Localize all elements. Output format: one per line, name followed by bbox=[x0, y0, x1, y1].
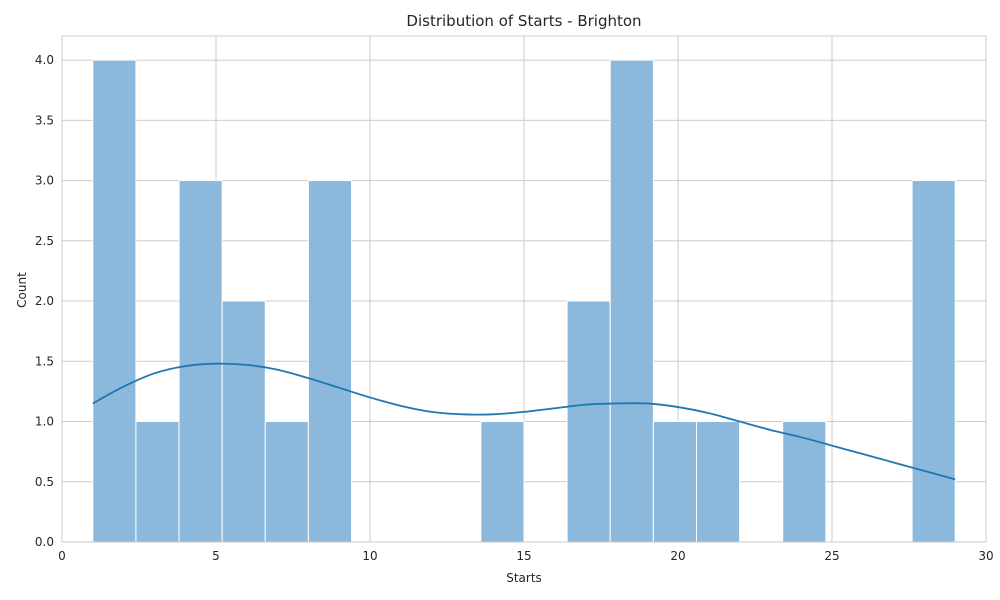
histogram-bar bbox=[178, 180, 223, 543]
x-tick-label: 10 bbox=[362, 549, 377, 563]
y-axis-label: Count bbox=[15, 272, 29, 308]
y-tick-label: 2.0 bbox=[35, 294, 54, 308]
histogram-bar bbox=[480, 421, 525, 543]
x-tick-label: 0 bbox=[58, 549, 66, 563]
histogram-bar bbox=[782, 421, 827, 543]
y-tick-label: 0.0 bbox=[35, 535, 54, 549]
x-tick-label: 15 bbox=[516, 549, 531, 563]
y-tick-label: 3.5 bbox=[35, 113, 54, 127]
y-tick-label: 1.0 bbox=[35, 415, 54, 429]
kde-curve bbox=[92, 362, 956, 481]
histogram-bar bbox=[652, 421, 697, 543]
y-tick-label: 3.0 bbox=[35, 174, 54, 188]
y-tick-label: 2.5 bbox=[35, 234, 54, 248]
histogram-bar bbox=[566, 300, 611, 543]
y-tick-labels: 0.0 0.5 1.0 1.5 2.0 2.5 3.0 3.5 4.0 bbox=[35, 53, 54, 549]
bars bbox=[92, 59, 956, 543]
histogram-bar bbox=[135, 421, 180, 543]
y-tick-label: 4.0 bbox=[35, 53, 54, 67]
plot-frame bbox=[61, 35, 987, 543]
histogram-bar bbox=[911, 180, 956, 543]
kde-line bbox=[92, 362, 956, 481]
x-axis-label: Starts bbox=[506, 571, 542, 585]
histogram-bar bbox=[92, 59, 137, 543]
x-tick-label: 30 bbox=[978, 549, 993, 563]
histogram-bar bbox=[221, 300, 266, 543]
y-tick-label: 0.5 bbox=[35, 475, 54, 489]
histogram-bar bbox=[307, 180, 353, 543]
histogram-bar bbox=[695, 421, 741, 543]
x-tick-labels: 0 5 10 15 20 25 30 bbox=[58, 549, 993, 563]
histogram-bar bbox=[609, 59, 654, 543]
x-tick-label: 20 bbox=[670, 549, 685, 563]
y-tick-label: 1.5 bbox=[35, 354, 54, 368]
x-tick-label: 25 bbox=[824, 549, 839, 563]
chart-title: Distribution of Starts - Brighton bbox=[406, 12, 641, 30]
x-tick-label: 5 bbox=[212, 549, 220, 563]
histogram-bar bbox=[264, 421, 309, 543]
